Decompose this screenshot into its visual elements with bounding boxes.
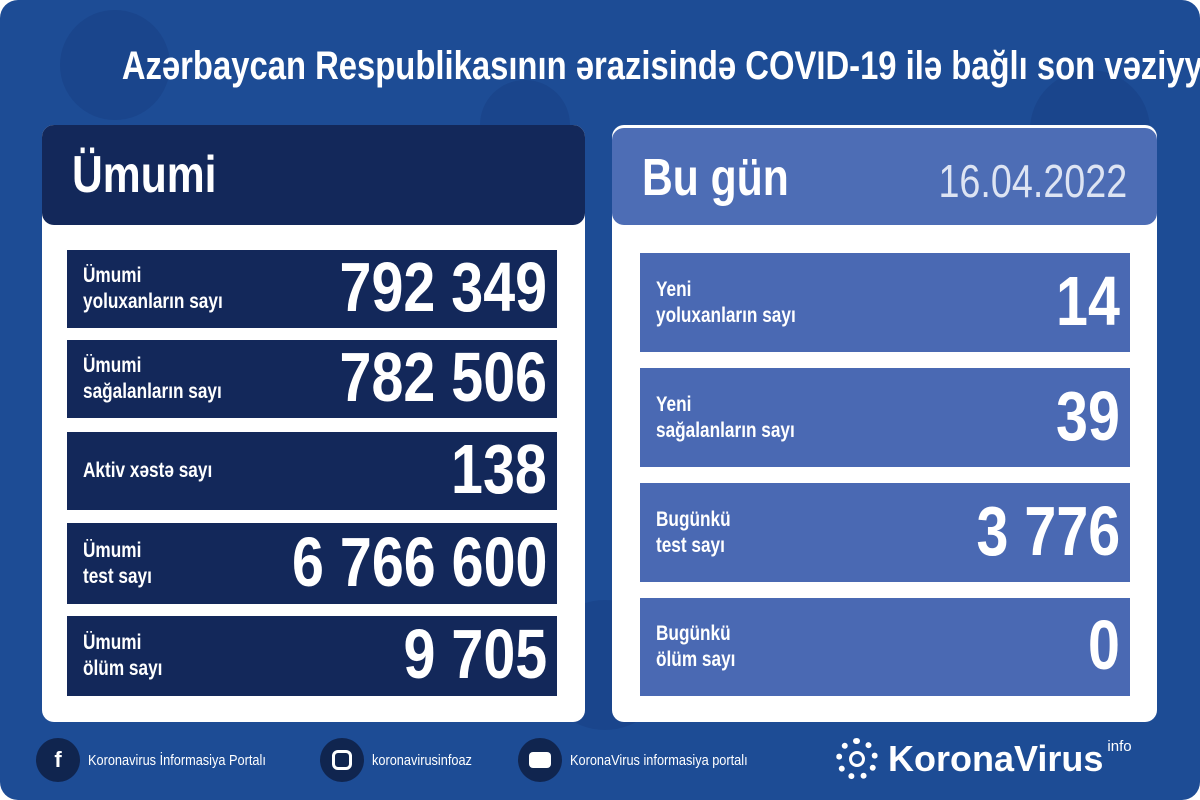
sun-icon xyxy=(836,738,878,780)
stat-value: 0 xyxy=(1088,606,1120,684)
stat-value: 138 xyxy=(451,430,547,508)
facebook-link[interactable]: f Koronavirus İnformasiya Portalı xyxy=(36,738,297,782)
stat-label: Yeni yoluxanların sayı xyxy=(656,277,796,327)
stat-value: 782 506 xyxy=(339,338,547,416)
page-title: Azərbaycan Respublikasının ərazisində CO… xyxy=(121,44,1200,88)
stat-value: 14 xyxy=(1056,261,1120,340)
total-heading: Ümumi xyxy=(72,146,217,204)
stat-label: Bugünkü test sayı xyxy=(656,507,731,557)
stat-row: Ümumi sağalanların sayı 782 506 xyxy=(67,338,557,418)
stat-row: Bugünkü test sayı 3 776 xyxy=(640,483,1130,582)
stat-label: Aktiv xəstə sayı xyxy=(83,459,213,482)
facebook-icon: f xyxy=(36,738,80,782)
total-header: Ümumi xyxy=(42,125,585,225)
today-heading: Bu gün xyxy=(642,149,789,207)
stat-value: 3 776 xyxy=(976,491,1120,570)
youtube-icon xyxy=(518,738,562,782)
instagram-icon xyxy=(320,738,364,782)
stat-row: Ümumi yoluxanların sayı 792 349 xyxy=(67,248,557,328)
stat-row: Yeni yoluxanların sayı 14 xyxy=(640,253,1130,352)
stat-row: Aktiv xəstə sayı 138 xyxy=(67,430,557,510)
stat-row: Ümumi test sayı 6 766 600 xyxy=(67,523,557,604)
stat-value: 6 766 600 xyxy=(291,522,547,601)
stat-value: 9 705 xyxy=(403,615,547,693)
stat-row: Yeni sağalanların sayı 39 xyxy=(640,368,1130,467)
stat-label: Ümumi test sayı xyxy=(83,538,152,588)
stat-value: 792 349 xyxy=(339,248,547,326)
today-header: Bu gün 16.04.2022 xyxy=(612,128,1157,225)
stat-value: 39 xyxy=(1056,376,1120,455)
stat-label: Ümumi sağalanların sayı xyxy=(83,354,222,403)
virus-decoration xyxy=(60,10,170,120)
youtube-link[interactable]: KoronaVirus informasiya portalı xyxy=(518,738,779,782)
stat-row: Ümumi ölüm sayı 9 705 xyxy=(67,615,557,696)
stat-label: Yeni sağalanların sayı xyxy=(656,392,795,442)
stat-label: Ümumi yoluxanların sayı xyxy=(83,264,223,313)
instagram-link[interactable]: koronavirusinfoaz xyxy=(320,738,490,782)
today-date: 16.04.2022 xyxy=(938,155,1127,207)
stat-row: Bugünkü ölüm sayı 0 xyxy=(640,598,1130,696)
koronavirus-logo: KoronaVirus info xyxy=(836,738,1132,780)
stat-label: Ümumi ölüm sayı xyxy=(83,631,163,680)
stat-label: Bugünkü ölüm sayı xyxy=(656,622,736,671)
